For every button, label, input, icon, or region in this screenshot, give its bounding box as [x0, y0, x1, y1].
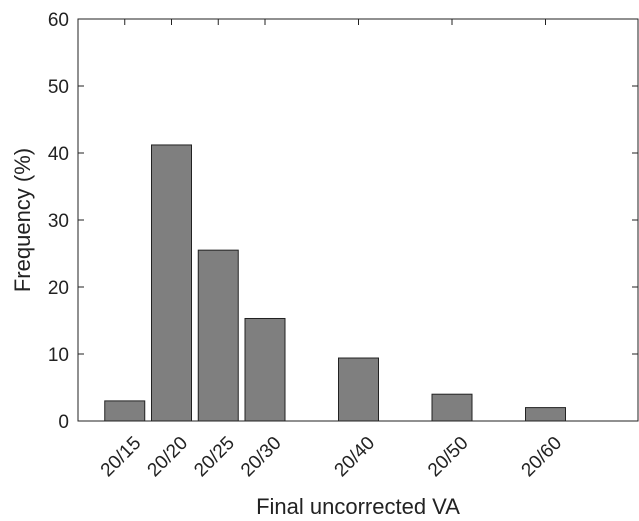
bar-20-15 [104, 400, 146, 422]
x-tick-label: 20/20 [144, 433, 192, 481]
y-tick-label: 10 [48, 345, 69, 366]
y-tick-label: 50 [48, 77, 69, 98]
y-axis-title: Frequency (%) [10, 148, 35, 292]
bars [104, 144, 566, 422]
bar-20-30 [244, 317, 286, 422]
bar-20-60 [525, 407, 566, 422]
x-tick-label: 20/60 [518, 433, 566, 481]
y-tick-label: 30 [48, 211, 69, 232]
y-tick-label: 60 [48, 10, 69, 31]
bar-20-20 [151, 144, 192, 422]
x-tick-label: 20/30 [237, 433, 285, 481]
bar-20-50 [431, 393, 473, 422]
y-tick-label: 0 [58, 412, 69, 433]
y-tick-label: 20 [48, 278, 69, 299]
x-axis-title: Final uncorrected VA [256, 494, 460, 519]
y-tick-label: 40 [48, 144, 69, 165]
bar-20-40 [338, 357, 379, 422]
x-tick-label: 20/40 [331, 433, 379, 481]
x-tick-label: 20/25 [190, 433, 238, 481]
x-tick-label: 20/50 [424, 433, 472, 481]
y-axis: 0 10 20 30 40 50 60 [48, 10, 638, 433]
x-tick-label: 20/15 [97, 433, 145, 481]
bar-20-25 [197, 249, 239, 422]
